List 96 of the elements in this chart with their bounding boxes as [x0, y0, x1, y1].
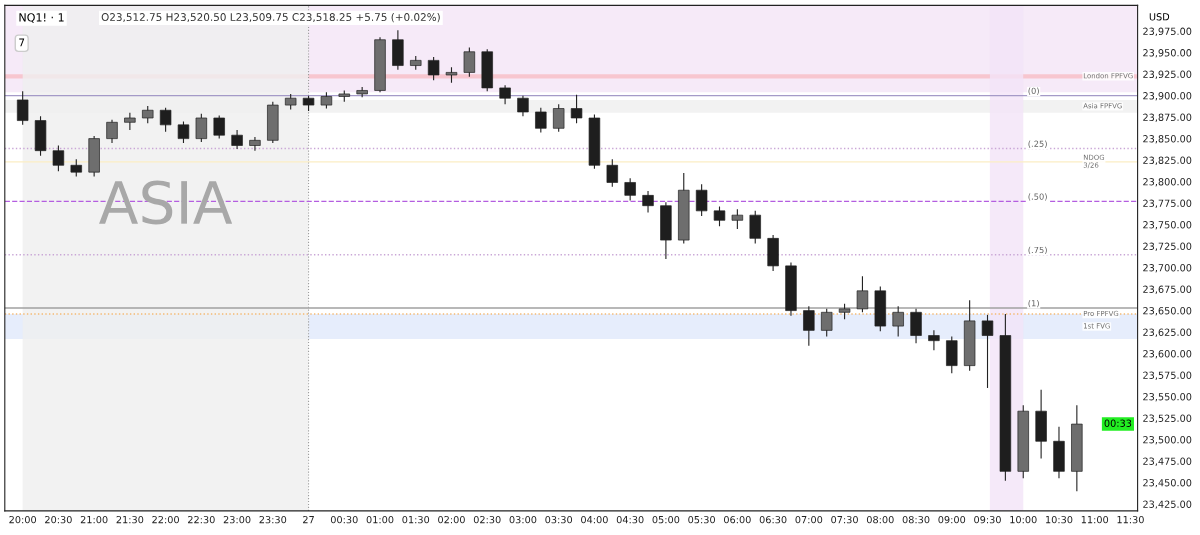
y-tick-label: 23,925.00: [1143, 70, 1192, 79]
candlestick: [749, 210, 761, 245]
candlestick: [892, 305, 904, 337]
candlestick: [213, 114, 225, 140]
x-tick-label: 07:30: [831, 515, 858, 524]
candlestick: [52, 144, 65, 172]
candlestick: [427, 56, 440, 81]
x-tick-label: 11:00: [1081, 515, 1109, 524]
y-tick-label: 23,475.00: [1143, 457, 1192, 466]
y-tick-label: 23,775.00: [1143, 199, 1192, 208]
x-tick-label: 10:30: [1046, 515, 1073, 524]
candlestick: [713, 205, 726, 227]
x-tick-label: 07:00: [795, 515, 823, 524]
candlestick: [606, 158, 619, 188]
y-tick-label: 23,500.00: [1143, 436, 1192, 445]
text: NQ1! · 1: [19, 13, 64, 23]
candlestick: [695, 183, 708, 217]
x-tick-label: 04:00: [581, 515, 608, 524]
y-tick-label: 23,575.00: [1143, 371, 1192, 380]
x-tick-label: 11:30: [1117, 515, 1144, 524]
x-tick-label: 20:00: [9, 515, 37, 524]
candlestick: [570, 94, 583, 124]
x-tick-label: 10:00: [1010, 515, 1037, 524]
y-tick-label: 23,900.00: [1143, 92, 1192, 101]
y-tick-label: 23,525.00: [1143, 414, 1192, 423]
candlestick: [624, 177, 636, 202]
y-tick-label: 23,950.00: [1143, 49, 1192, 58]
candlestick: [535, 107, 547, 134]
annotation: (.50): [1028, 193, 1047, 201]
y-tick-label: 23,975.00: [1143, 27, 1192, 36]
x-tick-label: 21:00: [80, 515, 108, 524]
y-tick-label: 23,450.00: [1143, 479, 1192, 488]
y-tick-label: 23,600.00: [1143, 350, 1192, 359]
candlestick: [928, 329, 940, 351]
x-tick-label: 02:30: [473, 515, 501, 524]
annotation: 00:33: [1104, 419, 1132, 427]
x-tick-label: 03:30: [545, 515, 573, 524]
candlestick: [16, 90, 29, 126]
x-tick-label: 22:00: [152, 515, 179, 524]
x-tick-label: 06:30: [759, 515, 787, 524]
candlestick: [821, 308, 833, 337]
candlestick: [463, 46, 476, 78]
candlestick: [499, 84, 511, 105]
x-tick-label: 05:30: [688, 515, 715, 524]
x-tick-label: 23:00: [223, 515, 251, 524]
x-tick-label: 08:30: [902, 515, 930, 524]
y-tick-label: 23,750.00: [1143, 221, 1192, 230]
text: USD: [1149, 13, 1170, 21]
candlestick: [159, 107, 172, 133]
y-tick-label: 23,725.00: [1143, 242, 1192, 251]
candlestick: [856, 275, 869, 313]
annotation: (0): [1028, 87, 1039, 95]
text: O23,512.75 H23,520.50 L23,509.75 C23,518.25 +5.75 (+0.02%): [101, 12, 440, 23]
y-tick-label: 23,700.00: [1143, 264, 1192, 273]
x-tick-label: 03:00: [509, 515, 537, 524]
x-tick-label: 05:00: [652, 515, 680, 524]
x-tick-label: 01:30: [402, 515, 430, 524]
y-tick-label: 23,825.00: [1143, 156, 1192, 165]
x-tick-label: 27: [303, 515, 314, 524]
candlestick: [195, 113, 208, 143]
candlestick: [642, 190, 654, 214]
y-tick-label: 23,425.00: [1143, 500, 1192, 509]
x-tick-label: 01:00: [366, 515, 394, 524]
annotation: (.25): [1028, 140, 1047, 148]
candlestick: [517, 95, 529, 117]
candlestick: [981, 314, 994, 389]
candlestick: [910, 308, 922, 344]
x-tick-label: 00:30: [330, 515, 358, 524]
y-tick-label: 23,800.00: [1143, 178, 1192, 187]
x-tick-label: 23:30: [259, 515, 287, 524]
candlestick: [106, 119, 118, 144]
x-tick-label: 20:30: [45, 515, 72, 524]
x-tick-label: 08:00: [866, 515, 894, 524]
x-tick-label: 09:00: [938, 515, 966, 524]
candlestick: [803, 305, 815, 347]
y-tick-label: 23,875.00: [1143, 113, 1192, 122]
y-tick-label: 23,625.00: [1143, 328, 1192, 337]
candlestick: [177, 120, 190, 144]
y-tick-label: 23,650.00: [1143, 307, 1192, 316]
x-tick-label: 09:30: [974, 515, 1001, 524]
candlestick: [249, 136, 261, 152]
x-tick-label: 21:30: [116, 515, 144, 524]
annotation: (1): [1028, 299, 1039, 308]
candlestick: [731, 208, 744, 230]
annotation: 7: [19, 38, 25, 47]
x-tick-label: 22:30: [188, 515, 215, 524]
candlestick: [552, 103, 565, 133]
annotation: (.75): [1028, 246, 1047, 255]
candlestick: [124, 112, 136, 131]
candlestick: [231, 129, 243, 150]
x-tick-label: 02:00: [438, 515, 465, 524]
y-tick-label: 23,675.00: [1143, 285, 1192, 294]
y-tick-label: 23,550.00: [1143, 393, 1192, 402]
x-tick-label: 04:30: [616, 515, 644, 524]
y-tick-label: 23,850.00: [1143, 135, 1192, 144]
x-tick-label: 06:00: [724, 515, 751, 524]
